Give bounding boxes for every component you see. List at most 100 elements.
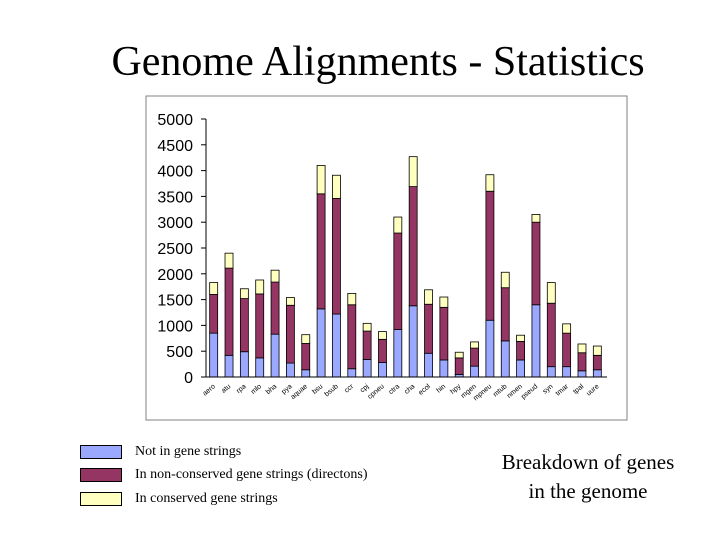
bar-segment bbox=[255, 279, 265, 295]
bar-segment bbox=[454, 351, 464, 359]
bar-segment bbox=[485, 174, 495, 192]
x-tick-label: rpa bbox=[235, 383, 247, 395]
bar-segment bbox=[531, 214, 541, 223]
bar-segment bbox=[500, 287, 510, 342]
bar-segment bbox=[424, 352, 433, 378]
bar-segment bbox=[301, 369, 311, 378]
y-tick-label: 1500 bbox=[157, 293, 193, 310]
legend-swatch bbox=[80, 445, 122, 459]
bar-segment bbox=[470, 365, 479, 378]
bar-segment bbox=[224, 267, 234, 356]
bar-segment bbox=[393, 232, 403, 330]
legend-label: In non-conserved gene strings (directons… bbox=[135, 467, 368, 482]
bar-segment bbox=[224, 252, 234, 269]
bar-segment bbox=[577, 352, 587, 372]
caption-line: Breakdown of genes bbox=[501, 450, 675, 474]
bar-segment bbox=[286, 362, 295, 378]
bar-segment bbox=[424, 303, 433, 354]
legend-label: In conserved gene strings bbox=[135, 491, 278, 506]
x-tick-label: atu bbox=[220, 383, 232, 395]
y-tick-label: 4000 bbox=[157, 164, 193, 181]
bar-segment bbox=[301, 334, 311, 344]
bar-segment bbox=[286, 304, 295, 364]
bar-segment bbox=[239, 351, 249, 378]
bar-segment bbox=[592, 345, 602, 356]
y-tick-label: 0 bbox=[184, 370, 193, 387]
bar-segment bbox=[516, 334, 525, 342]
bar-segment bbox=[546, 366, 556, 378]
bar-segment bbox=[577, 370, 587, 378]
bar-segment bbox=[546, 282, 556, 304]
bar-segment bbox=[239, 288, 249, 299]
y-tick-label: 500 bbox=[166, 344, 193, 361]
bar-segment bbox=[592, 354, 602, 371]
x-tick-label: hin bbox=[435, 383, 447, 394]
bar-segment bbox=[531, 221, 541, 306]
y-tick-label: 2500 bbox=[157, 241, 193, 258]
bar-segment bbox=[562, 323, 572, 334]
bar-segment bbox=[485, 319, 495, 378]
caption-line: in the genome bbox=[528, 479, 648, 503]
bar-segment bbox=[362, 330, 372, 360]
bar-segment bbox=[562, 366, 572, 378]
y-tick-label: 3500 bbox=[157, 189, 193, 206]
legend-label: Not in gene strings bbox=[135, 444, 242, 459]
y-tick-label: 4500 bbox=[157, 138, 193, 155]
bar-segment bbox=[408, 305, 418, 378]
bar-segment bbox=[209, 332, 219, 378]
caption: Breakdown of genes in the genome bbox=[478, 448, 698, 506]
legend-item-non-conserved: In non-conserved gene strings (directons… bbox=[80, 467, 367, 483]
bar-segment bbox=[439, 306, 449, 361]
bar-segment bbox=[347, 368, 357, 378]
bar-segment bbox=[408, 186, 418, 307]
bar-segment bbox=[209, 294, 219, 334]
bar-segment bbox=[470, 341, 479, 349]
bar-segment bbox=[485, 190, 495, 321]
bar-segment bbox=[270, 269, 280, 283]
x-tick-label: cpj bbox=[359, 383, 371, 394]
bar-segment bbox=[378, 331, 387, 340]
y-tick-label: 3000 bbox=[157, 215, 193, 232]
bar-segment bbox=[316, 308, 326, 378]
bar-segment bbox=[546, 302, 556, 368]
bar-segment bbox=[270, 281, 280, 335]
bar-segment bbox=[347, 293, 357, 306]
bar-segment bbox=[316, 193, 326, 310]
bar-segment bbox=[239, 298, 249, 353]
bar-segment bbox=[393, 329, 403, 378]
bar-segment bbox=[500, 271, 510, 289]
bar-segment bbox=[301, 343, 311, 371]
bar-segment bbox=[454, 357, 464, 375]
bar-segment bbox=[424, 289, 433, 305]
bar-segment bbox=[408, 156, 418, 187]
bar-segment bbox=[562, 332, 572, 368]
bar-segment bbox=[209, 282, 219, 295]
bar-segment bbox=[255, 357, 265, 378]
x-tick-label: ccr bbox=[343, 383, 355, 395]
y-tick-label: 2000 bbox=[157, 267, 193, 284]
bar-segment bbox=[255, 293, 265, 359]
bar-segment bbox=[470, 347, 479, 367]
bar-segment bbox=[592, 369, 602, 378]
legend-swatch bbox=[80, 468, 122, 482]
bar-segment bbox=[347, 304, 357, 370]
bar-segment bbox=[577, 343, 587, 354]
bar-segment bbox=[393, 216, 403, 234]
bar-segment bbox=[362, 322, 372, 332]
bar-segment bbox=[439, 296, 449, 308]
bar-segment bbox=[378, 362, 387, 378]
legend-item-not-in-gene-strings: Not in gene strings bbox=[80, 444, 241, 460]
bar-segment bbox=[224, 354, 234, 378]
bar-segment bbox=[270, 333, 280, 378]
bar-segment bbox=[316, 165, 326, 195]
bar-segment bbox=[332, 174, 341, 199]
bar-segment bbox=[286, 297, 295, 306]
bar-segment bbox=[332, 313, 341, 378]
bar-segment bbox=[332, 198, 341, 315]
legend-swatch bbox=[80, 492, 122, 506]
y-tick-label: 1000 bbox=[157, 318, 193, 335]
bar-segment bbox=[378, 338, 387, 363]
y-tick-label: 5000 bbox=[157, 112, 193, 129]
